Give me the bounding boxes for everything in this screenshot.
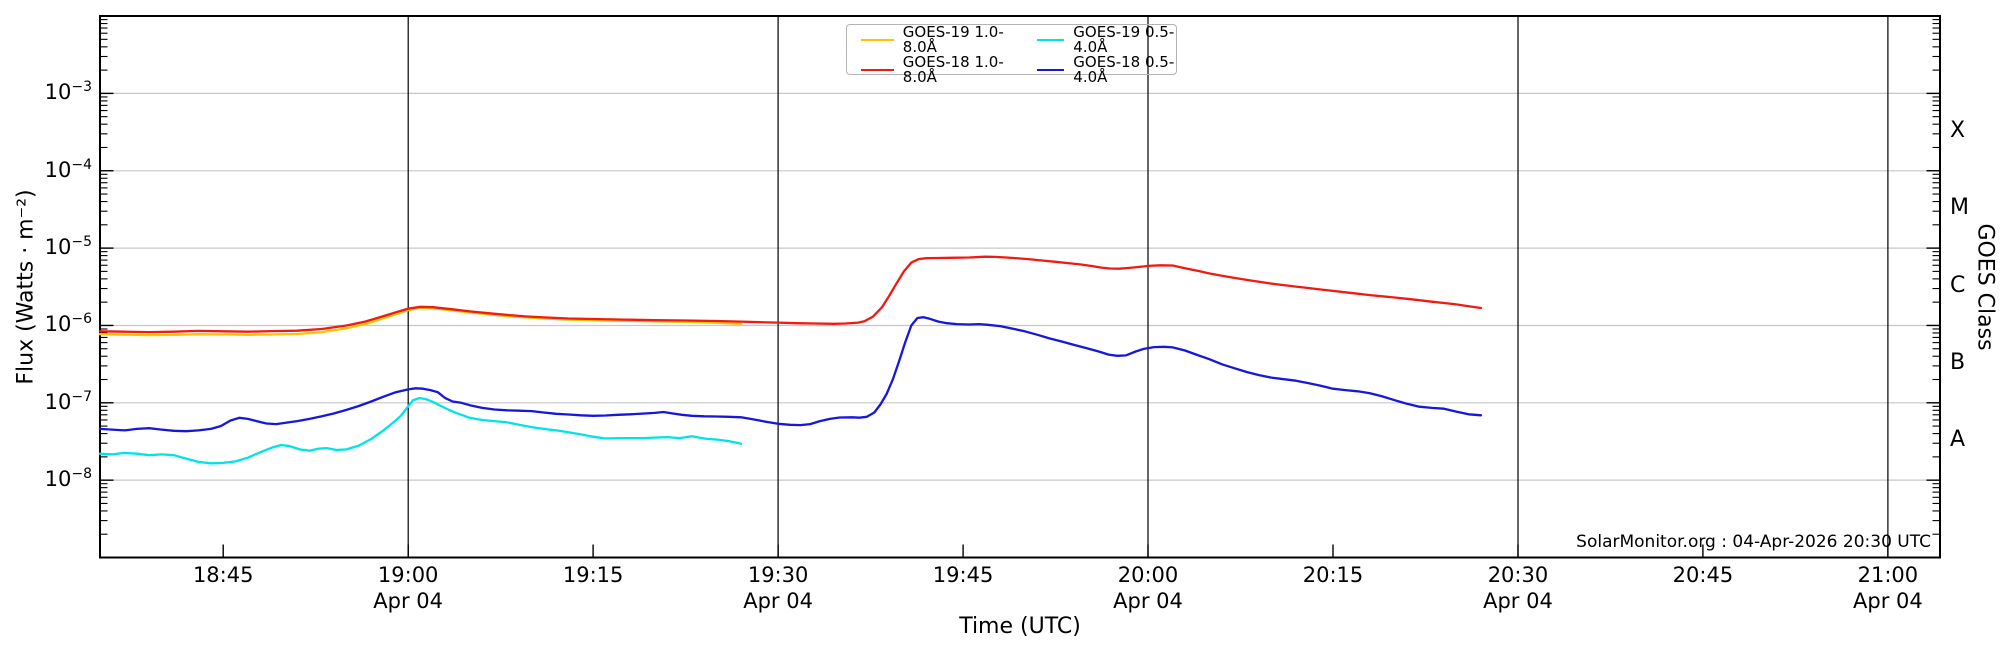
legend-swatch-goes18-long — [861, 69, 894, 71]
legend-item-goes19-short: GOES-19 0.5-4.0Å — [1037, 25, 1185, 55]
x-tick-label-2015: 20:15 — [1302, 563, 1364, 587]
series-line-goes19-short — [98, 396, 743, 465]
y-tick-label-1e-8: 10−8 — [44, 466, 92, 492]
goes-class-label-X: X — [1950, 118, 1966, 144]
legend-label: GOES-19 1.0-8.0Å — [902, 23, 1004, 56]
goes-class-label-C: C — [1950, 272, 1966, 298]
y-tick-label-1e-7: 10−7 — [44, 388, 92, 414]
x-tick-label-2030: 20:30 — [1487, 563, 1549, 587]
x-tick-label-2045: 20:45 — [1672, 563, 1734, 587]
legend-label: GOES-19 0.5-4.0Å — [1073, 23, 1175, 56]
goes-class-label-A: A — [1950, 427, 1966, 453]
y-tick-label-1e-5: 10−5 — [44, 234, 92, 260]
x-tick-label-2100: 21:00 — [1857, 563, 1919, 587]
goes-class-label-B: B — [1950, 350, 1966, 376]
y-tick-label-1e-6: 10−6 — [44, 311, 92, 337]
legend-swatch-goes18-short — [1037, 69, 1065, 71]
x-tick-label-1845: 18:45 — [192, 563, 254, 587]
x-tick-label-1900: 19:00 — [377, 563, 439, 587]
series-line-goes18-short — [98, 316, 1483, 433]
x-axis-title: Time (UTC) — [959, 614, 1081, 639]
x-tick-label-1945: 19:45 — [932, 563, 994, 587]
x-tick-day-2100: Apr 04 — [1853, 589, 1923, 613]
legend-item-goes18-short: GOES-18 0.5-4.0Å — [1037, 55, 1185, 85]
right-axis-title: GOES Class — [1972, 223, 1998, 351]
x-tick-label-2000: 20:00 — [1117, 563, 1179, 587]
legend-label: GOES-18 1.0-8.0Å — [902, 53, 1004, 86]
x-tick-day-2030: Apr 04 — [1483, 589, 1553, 613]
plot-frame — [99, 15, 1941, 559]
x-tick-day-1930: Apr 04 — [743, 589, 813, 613]
legend-item-goes19-long: GOES-19 1.0-8.0Å — [861, 25, 1037, 55]
x-tick-label-1930: 19:30 — [747, 563, 809, 587]
legend-label: GOES-18 0.5-4.0Å — [1073, 53, 1175, 86]
y-tick-label-1e-3: 10−3 — [44, 79, 92, 105]
goes-class-label-M: M — [1950, 195, 1969, 221]
x-tick-day-1900: Apr 04 — [373, 589, 444, 613]
y-axis-title: Flux (Watts · m⁻²) — [13, 189, 39, 385]
legend-swatch-goes19-short — [1037, 39, 1065, 41]
legend: GOES-19 1.0-8.0Å GOES-18 1.0-8.0Å GOES-1… — [846, 24, 1177, 85]
legend-swatch-goes19-long — [861, 39, 894, 41]
legend-item-goes18-long: GOES-18 1.0-8.0Å — [861, 55, 1037, 85]
x-tick-day-2000: Apr 04 — [1113, 589, 1183, 613]
x-tick-label-1915: 19:15 — [562, 563, 624, 587]
watermark: SolarMonitor.org : 04-Apr-2026 20:30 UTC — [1576, 532, 1931, 552]
y-tick-label-1e-4: 10−4 — [44, 156, 92, 182]
series-line-goes18-long — [98, 255, 1483, 334]
